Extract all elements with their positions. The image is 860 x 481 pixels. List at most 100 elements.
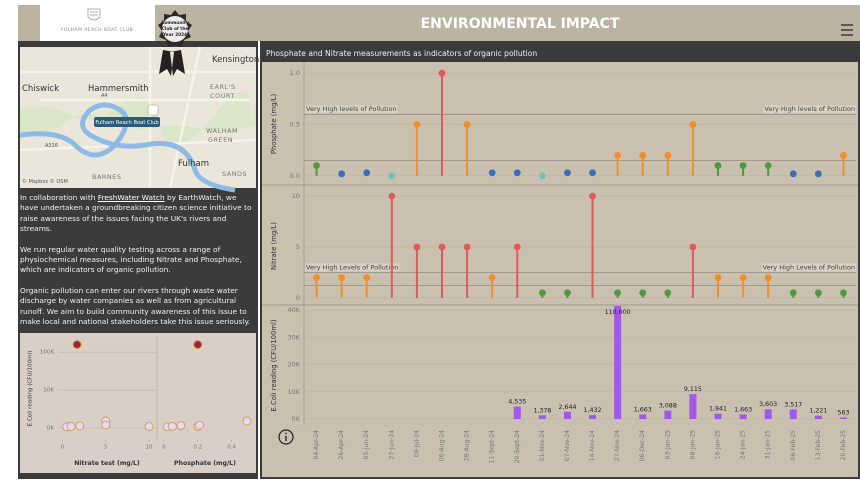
lollipop-head — [814, 170, 822, 178]
lollipop-head — [714, 274, 722, 281]
info-button[interactable] — [278, 429, 294, 445]
y-tick-label: 0 — [296, 294, 300, 302]
value-label: 3,088 — [659, 403, 677, 410]
x-tick-label: 20-Feb-25 — [840, 430, 847, 460]
menu-button[interactable] — [841, 24, 853, 36]
paragraph: Organic pollution can enter our rivers t… — [20, 286, 256, 328]
y-tick-label: 10 — [292, 192, 300, 200]
x-tick-label: 06-Aug-24 — [439, 430, 446, 461]
lollipop-head — [413, 121, 421, 128]
x-tick-label: 16-Jan-25 — [715, 430, 722, 459]
bar — [789, 409, 797, 420]
y-tick-label: 5 — [296, 243, 300, 251]
map[interactable]: Fulham Reach Boat Club Chiswick Hammersm… — [19, 46, 259, 193]
x-tick-label: 27-Nov-24 — [614, 430, 621, 461]
lollipop-head — [438, 243, 446, 251]
lollipop-head — [714, 162, 722, 169]
map-label: COURT — [210, 92, 235, 100]
x-tick-label: 01-Nov-24 — [539, 430, 546, 461]
x-tick-label: 03-Jan-25 — [664, 430, 671, 459]
link[interactable]: FreshWater Watch — [97, 193, 165, 202]
y-axis-label: E.Coli reading (CFU/100ml) — [270, 319, 278, 411]
x-tick-label: 11-Sept-24 — [489, 430, 496, 463]
scatter-panel — [20, 333, 256, 473]
lollipop-head — [614, 289, 622, 297]
scatter-point — [72, 340, 82, 350]
reference-label-bg — [305, 263, 400, 272]
reference-label: Very High levels of Pollution — [764, 105, 855, 113]
map-label: WALHAM — [206, 127, 238, 135]
lollipop-head — [739, 274, 747, 281]
reference-label: Very High Levels of Pollution — [306, 263, 398, 271]
x-tick-label: 28-Aug-24 — [464, 430, 471, 461]
bar — [639, 414, 647, 420]
badge-text: Club of the — [162, 26, 189, 32]
value-label: 4,535 — [508, 399, 526, 406]
map-road-label: A316 — [45, 143, 58, 149]
lollipop-head — [639, 151, 647, 159]
y-tick-label: 30K — [287, 333, 300, 341]
lollipop-head — [363, 169, 371, 177]
lollipop-head — [664, 289, 672, 297]
x-tick-label: 24-Jan-25 — [740, 430, 747, 459]
paragraph: We run regular water quality testing acr… — [20, 245, 256, 276]
text-run: Organic pollution can enter our rivers t… — [20, 285, 251, 327]
panel-title: Phosphate and Nitrate measurements as in… — [266, 49, 537, 58]
lollipop-head — [614, 151, 622, 159]
lollipop-head — [363, 274, 371, 281]
lollipop-head — [840, 289, 847, 297]
text-run: In collaboration with — [20, 193, 98, 202]
logo-crest — [87, 8, 101, 21]
lollipop-head — [664, 151, 672, 159]
lollipop-head — [313, 162, 320, 169]
award-badge: Community Club of the Year 2024 — [158, 10, 192, 76]
lollipop-head — [689, 243, 697, 251]
bar — [614, 306, 622, 420]
reference-label: Very High Levels of Pollution — [763, 263, 855, 271]
reference-label-bg — [761, 263, 856, 272]
reference-label-bg — [763, 105, 856, 114]
bar — [814, 415, 822, 420]
header-bar — [18, 5, 860, 41]
scatter-point — [242, 416, 252, 426]
lollipop-head — [388, 192, 396, 200]
value-label: 563 — [837, 409, 849, 416]
value-label: 1,663 — [634, 406, 652, 413]
lollipop-head — [513, 243, 521, 251]
scatter-point — [66, 421, 76, 431]
bars — [513, 306, 847, 420]
lollipop-head — [739, 162, 747, 169]
scatter-point — [193, 340, 203, 350]
lollipop-head — [538, 172, 546, 180]
bar — [714, 413, 722, 420]
x-tick-label: 20-Sept-24 — [514, 430, 521, 463]
lollipop-head — [463, 121, 471, 128]
lollipop-head — [488, 169, 496, 177]
page-title: ENVIRONMENTAL IMPACT — [421, 16, 620, 32]
map-label: SANDS — [222, 170, 247, 178]
value-label: 1,941 — [709, 406, 727, 413]
bar — [664, 410, 672, 420]
y-tick-label: 10K — [287, 388, 300, 396]
value-label: 3,603 — [759, 401, 777, 408]
lollipop-head — [689, 121, 697, 128]
lollipop-head — [338, 274, 346, 281]
value-label: 1,663 — [734, 406, 752, 413]
x-axis-label: Phosphate (mg/L) — [174, 460, 236, 467]
value-label: 3,517 — [784, 401, 802, 408]
y-axis-label: Nitrate (mg/L) — [270, 222, 278, 270]
lollipop-head — [313, 274, 320, 281]
x-tick-label: 14-Nov-24 — [589, 430, 596, 461]
map-label: Hammersmith — [88, 84, 149, 94]
logo[interactable] — [40, 5, 155, 41]
y-axis-label: E.Coli reading (CFU/100ml) — [28, 351, 34, 427]
x-tick-label: 5 — [104, 445, 108, 451]
lollipop-head — [639, 289, 647, 297]
lollipop-head — [789, 170, 797, 178]
value-label: 1,432 — [584, 407, 602, 414]
y-tick-label: 0K — [292, 415, 301, 423]
scatter-point — [167, 421, 177, 431]
lollipop-head — [388, 172, 396, 180]
